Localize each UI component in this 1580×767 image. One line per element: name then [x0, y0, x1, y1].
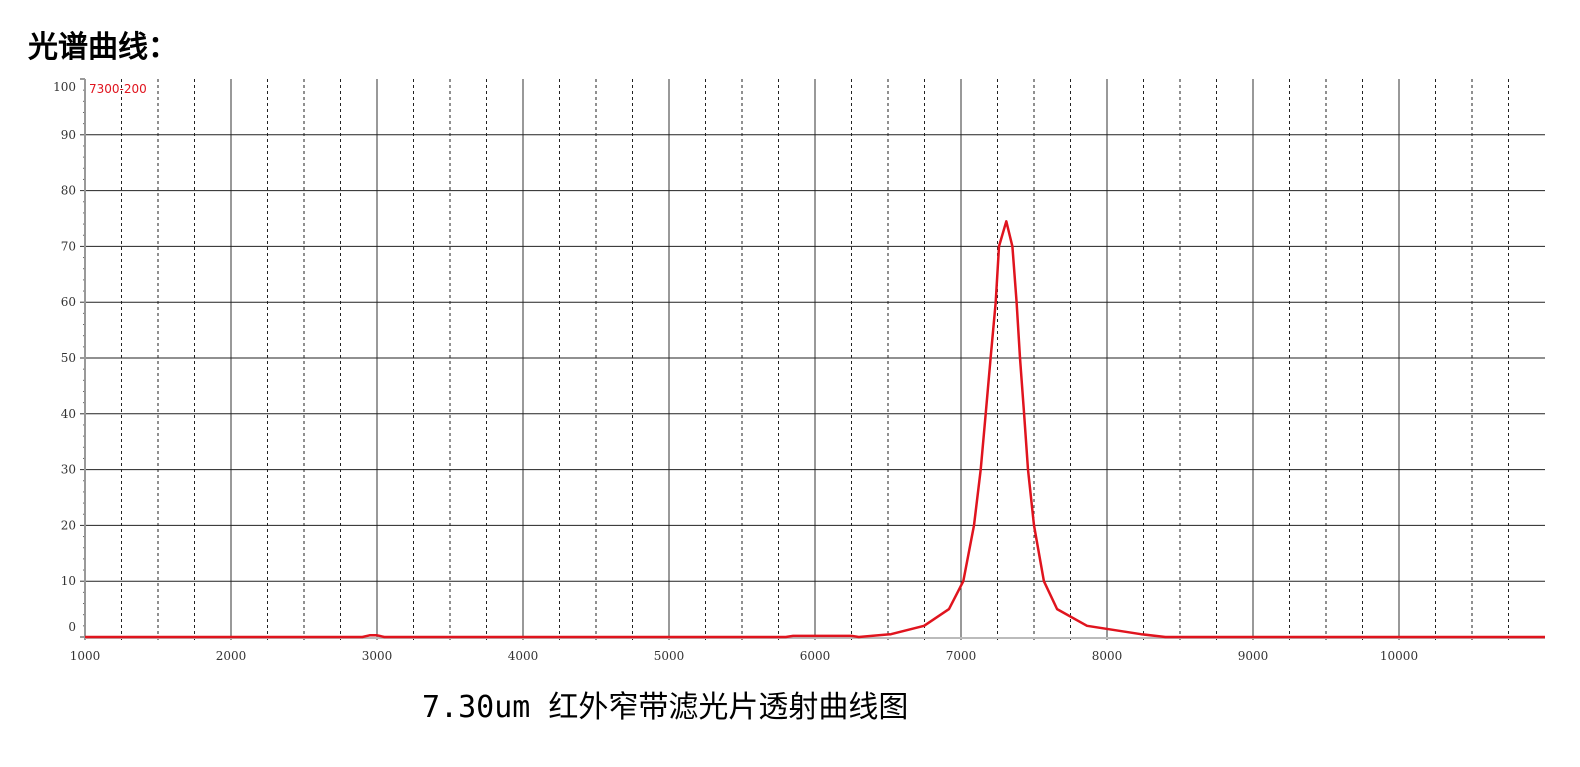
y-tick-label: 50 [61, 351, 76, 365]
y-tick-label: 100 [53, 80, 76, 94]
legend-label: 7300-200 [89, 82, 147, 96]
chart-caption: 7.30um 红外窄带滤光片透射曲线图 [422, 690, 909, 725]
x-tick-label: 8000 [1092, 649, 1123, 663]
x-tick-label: 4000 [508, 649, 539, 663]
x-tick-label: 2000 [216, 649, 247, 663]
y-tick-label: 20 [61, 518, 76, 532]
y-tick-label: 70 [61, 239, 76, 253]
y-tick-label: 90 [61, 128, 76, 142]
y-tick-label: 0 [68, 620, 76, 634]
x-tick-label: 6000 [800, 649, 831, 663]
x-tick-label: 1000 [70, 649, 101, 663]
y-tick-label: 30 [61, 463, 76, 477]
x-tick-label: 7000 [946, 649, 977, 663]
y-tick-label: 80 [61, 184, 76, 198]
y-tick-label: 10 [61, 574, 76, 588]
x-tick-label: 5000 [654, 649, 685, 663]
page-title: 光谱曲线： [28, 30, 178, 65]
series-line-7300-200 [85, 220, 1545, 639]
x-tick-label: 3000 [362, 649, 393, 663]
y-tick-label: 40 [61, 407, 76, 421]
x-tick-label: 10000 [1380, 649, 1418, 663]
y-tick-label: 60 [61, 295, 76, 309]
x-tick-label: 9000 [1238, 649, 1269, 663]
